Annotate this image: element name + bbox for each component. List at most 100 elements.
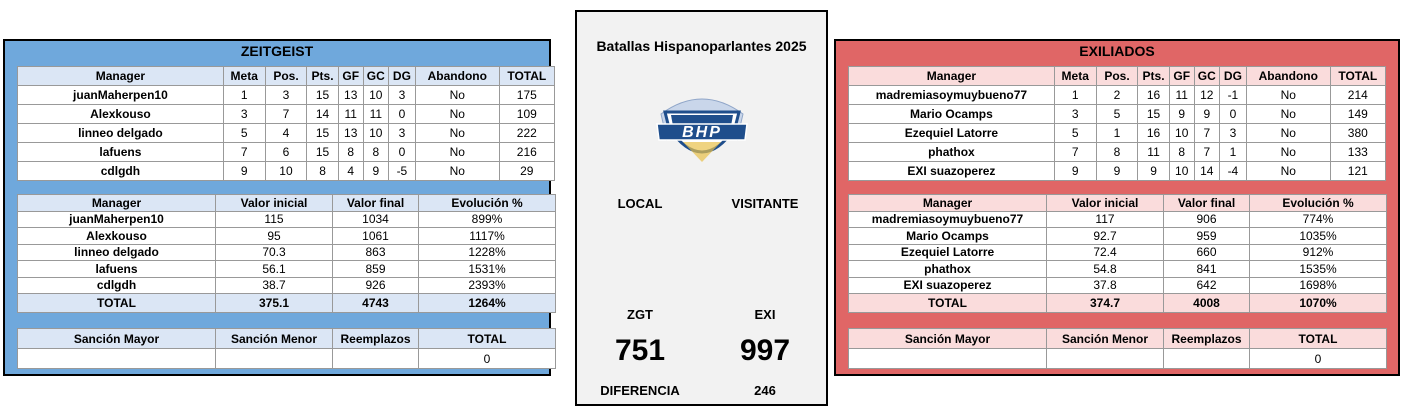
total-valor-inicial: 374.7	[1046, 293, 1164, 313]
meta-cell: 7	[222, 142, 266, 162]
pos-cell: 6	[264, 142, 308, 162]
total-cell: 121	[1329, 161, 1387, 181]
sanction-total-cell: 0	[1249, 348, 1387, 369]
total-row: TOTAL 374.7 4008 1070%	[848, 293, 1387, 313]
total-cell: 149	[1329, 104, 1387, 124]
meta-cell: 5	[1053, 123, 1097, 143]
abandono-cell: No	[414, 142, 500, 162]
visitante-score: 997	[739, 334, 791, 367]
gf-cell: 10	[1168, 123, 1195, 143]
pos-cell: 5	[1095, 104, 1139, 124]
table-row: madremiasoymuybueno77 1 2 16 11 12 -1 No…	[848, 85, 1387, 105]
gc-cell: 9	[362, 161, 389, 181]
stats-header-row: Manager Meta Pos. Pts. GF GC DG Abandono…	[848, 66, 1387, 86]
local-label: LOCAL	[617, 196, 663, 211]
header-gf: GF	[337, 66, 364, 86]
valor-final-cell: 642	[1163, 276, 1250, 294]
header-reemplazos: Reemplazos	[332, 328, 419, 349]
header-valor-final: Valor final	[332, 194, 419, 212]
header-manager: Manager	[17, 66, 224, 86]
gc-cell: 12	[1193, 85, 1220, 105]
dg-cell: 3	[387, 123, 416, 143]
valor-final-cell: 859	[332, 260, 419, 278]
stats-table: Manager Meta Pos. Pts. GF GC DG Abandono…	[17, 66, 556, 181]
table-row: juanMaherpen10 115 1034 899%	[17, 210, 556, 228]
header-valor-final: Valor final	[1163, 194, 1250, 212]
meta-cell: 9	[222, 161, 266, 181]
total-label: TOTAL	[17, 293, 216, 313]
abandono-cell: No	[1245, 123, 1331, 143]
pts-cell: 15	[1137, 104, 1170, 124]
header-abandono: Abandono	[414, 66, 500, 86]
sanctions-table: Sanción Mayor Sanción Menor Reemplazos T…	[17, 328, 556, 369]
manager-name: linneo delgado	[17, 243, 216, 261]
sancion-mayor-cell	[17, 348, 216, 369]
header-reemplazos: Reemplazos	[1163, 328, 1250, 349]
header-total: TOTAL	[1249, 328, 1387, 349]
header-manager: Manager	[848, 66, 1055, 86]
header-sancion-mayor: Sanción Mayor	[17, 328, 216, 349]
visitante-label: VISITANTE	[731, 196, 799, 211]
total-valor-inicial: 375.1	[215, 293, 333, 313]
valor-inicial-cell: 92.7	[1046, 227, 1164, 245]
abandono-cell: No	[1245, 161, 1331, 181]
table-row: Mario Ocamps 92.7 959 1035%	[848, 227, 1387, 245]
manager-name: Ezequiel Latorre	[848, 123, 1055, 143]
table-row: Ezequiel Latorre 5 1 16 10 7 3 No 380	[848, 123, 1387, 143]
table-row: Mario Ocamps 3 5 15 9 9 0 No 149	[848, 104, 1387, 124]
abandono-cell: No	[414, 85, 500, 105]
manager-name: juanMaherpen10	[17, 85, 224, 105]
gf-cell: 11	[1168, 85, 1195, 105]
pos-cell: 3	[264, 85, 308, 105]
tournament-title: Batallas Hispanoparlantes 2025	[596, 38, 807, 54]
dg-cell: -4	[1218, 161, 1247, 181]
sanction-total-cell: 0	[418, 348, 556, 369]
pts-cell: 16	[1137, 85, 1170, 105]
total-cell: 214	[1329, 85, 1387, 105]
evolucion-cell: 2393%	[418, 276, 556, 294]
stats-table: Manager Meta Pos. Pts. GF GC DG Abandono…	[848, 66, 1387, 181]
valor-inicial-cell: 56.1	[215, 260, 333, 278]
gc-cell: 11	[362, 104, 389, 124]
header-dg: DG	[1218, 66, 1247, 86]
header-total: TOTAL	[498, 66, 556, 86]
dg-cell: 1	[1218, 142, 1247, 162]
gc-cell: 14	[1193, 161, 1220, 181]
table-row: 0	[17, 348, 556, 369]
pos-cell: 7	[264, 104, 308, 124]
evolucion-cell: 1698%	[1249, 276, 1387, 294]
total-cell: 380	[1329, 123, 1387, 143]
pos-cell: 9	[1095, 161, 1139, 181]
table-row: linneo delgado 70.3 863 1228%	[17, 243, 556, 261]
pts-cell: 15	[306, 85, 339, 105]
manager-name: EXI suazoperez	[848, 276, 1047, 294]
dg-cell: -1	[1218, 85, 1247, 105]
local-team-abbr: ZGT	[627, 307, 653, 322]
manager-name: madremiasoymuybueno77	[848, 210, 1047, 228]
local-score: 751	[614, 334, 666, 367]
gc-cell: 8	[362, 142, 389, 162]
total-cell: 109	[498, 104, 556, 124]
gf-cell: 13	[337, 85, 364, 105]
header-sancion-mayor: Sanción Mayor	[848, 328, 1047, 349]
valor-final-cell: 841	[1163, 260, 1250, 278]
reemplazos-cell	[332, 348, 419, 369]
table-row: linneo delgado 5 4 15 13 10 3 No 222	[17, 123, 556, 143]
gf-cell: 8	[1168, 142, 1195, 162]
header-pos: Pos.	[264, 66, 308, 86]
header-evolucion: Evolución %	[418, 194, 556, 212]
pts-cell: 8	[306, 161, 339, 181]
table-row: EXI suazoperez 37.8 642 1698%	[848, 276, 1387, 294]
manager-name: phathox	[848, 260, 1047, 278]
total-label: TOTAL	[848, 293, 1047, 313]
manager-name: cdlgdh	[17, 161, 224, 181]
table-row: EXI suazoperez 9 9 9 10 14 -4 No 121	[848, 161, 1387, 181]
difference-value: 246	[754, 383, 776, 398]
manager-name: Mario Ocamps	[848, 104, 1055, 124]
abandono-cell: No	[414, 123, 500, 143]
abandono-cell: No	[414, 104, 500, 124]
abandono-cell: No	[414, 161, 500, 181]
evolucion-cell: 899%	[418, 210, 556, 228]
valor-final-cell: 906	[1163, 210, 1250, 228]
total-evolucion: 1264%	[418, 293, 556, 313]
